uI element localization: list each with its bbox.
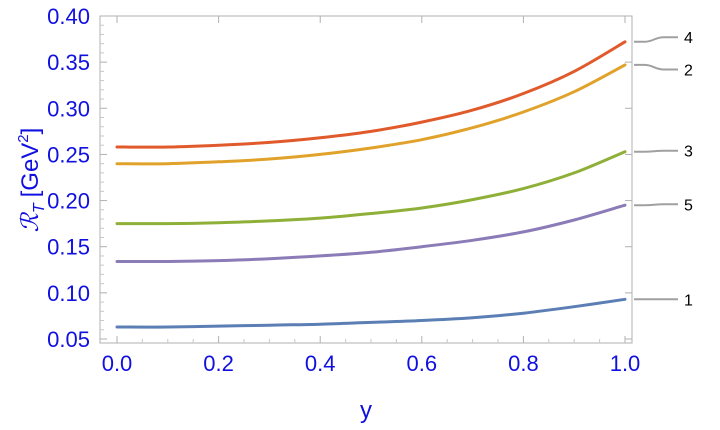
y-axis-ticks: 0.05 0.10 0.15 0.20 0.25 0.30 0.35 0.40 (47, 4, 632, 352)
callout-leader-5 (634, 203, 678, 207)
x-tick-label: 0.2 (203, 351, 234, 376)
y-tick-label: 0.40 (47, 4, 90, 29)
x-tick-label: 0.4 (305, 351, 336, 376)
series-line-2 (115, 63, 627, 166)
callout-leader-4 (634, 36, 678, 43)
x-axis-ticks: 0.0 0.2 0.4 0.6 0.8 1.0 (102, 16, 641, 376)
callout-label-1: 1 (684, 292, 693, 309)
y-tick-label: 0.20 (47, 189, 90, 214)
callout-label-3: 3 (684, 144, 693, 161)
series-line-4 (115, 40, 627, 149)
y-tick-label: 0.15 (47, 235, 90, 260)
y-axis-title-unit-close: ] (17, 128, 44, 135)
callout-label-5: 5 (684, 197, 693, 214)
x-axis-title: y (360, 397, 372, 424)
x-tick-label: 0.8 (508, 351, 539, 376)
y-tick-label: 0.05 (47, 327, 90, 352)
y-axis-title-unit: [GeV (17, 143, 44, 198)
x-tick-label: 1.0 (610, 351, 641, 376)
plot-frame (99, 15, 633, 344)
series-layer (115, 40, 627, 329)
series-line-5 (115, 203, 627, 264)
y-axis-title-symbol: ℛ (17, 211, 44, 232)
y-axis-title-subscript: T (31, 202, 48, 213)
callout-label-2: 2 (684, 63, 693, 80)
series-line-1 (115, 297, 627, 329)
callout-leader-3 (634, 149, 678, 153)
callout-leader-2 (634, 63, 678, 71)
y-axis-title-unit-superscript: 2 (15, 134, 32, 142)
y-tick-label: 0.25 (47, 142, 90, 167)
callout-layer: 4 2 3 5 1 (634, 30, 693, 309)
callout-label-4: 4 (684, 30, 693, 47)
x-tick-label: 0.6 (407, 351, 438, 376)
x-tick-label: 0.0 (102, 351, 133, 376)
y-tick-label: 0.35 (47, 50, 90, 75)
y-tick-label: 0.10 (47, 281, 90, 306)
y-axis-title: ℛT [GeV2] (15, 128, 48, 233)
y-tick-label: 0.30 (47, 96, 90, 121)
series-line-3 (115, 150, 627, 226)
